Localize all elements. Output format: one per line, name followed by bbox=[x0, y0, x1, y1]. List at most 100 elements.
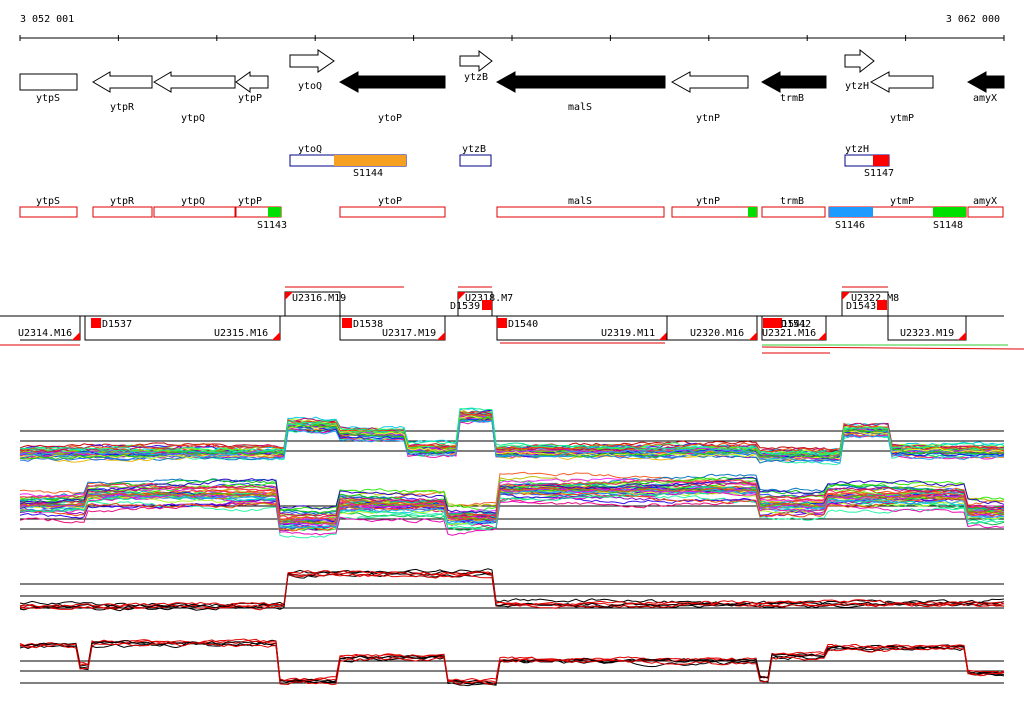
feature-ytpS[interactable]: ytpS bbox=[19, 196, 78, 218]
feature-box bbox=[19, 206, 78, 218]
gene-arrow bbox=[495, 71, 666, 93]
downshift-label: D1543 bbox=[846, 301, 876, 312]
downshift-label: D1540 bbox=[508, 319, 538, 330]
downshift-marker bbox=[877, 300, 887, 310]
gene-ytoQ[interactable]: ytoQ bbox=[289, 49, 335, 92]
feature-ytoP[interactable]: ytoP bbox=[339, 196, 446, 218]
feature-row-1: ytoQ S1144 ytzB ytzH S1147 bbox=[289, 144, 894, 179]
downshift-D1543[interactable]: D1543 bbox=[846, 300, 887, 312]
downshift-D1538[interactable]: D1538 bbox=[342, 318, 383, 330]
feature-ytpP[interactable]: ytpP S1143 bbox=[235, 196, 287, 231]
feature-ytpQ[interactable]: ytpQ bbox=[153, 196, 236, 218]
tu-U2315.M16[interactable]: U2315.M16 bbox=[84, 316, 281, 341]
tu-end-flag bbox=[659, 332, 667, 340]
gene-ytnP[interactable]: ytnP bbox=[670, 71, 749, 124]
feature-ytmP[interactable]: ytmP S1146 S1148 bbox=[828, 196, 967, 231]
expression-profile-line bbox=[20, 570, 1005, 610]
feature-amyX[interactable]: amyX bbox=[967, 196, 1004, 218]
gene-ytzB[interactable]: ytzB bbox=[459, 49, 493, 83]
gene-arrow bbox=[92, 71, 153, 93]
feature-ytnP[interactable]: ytnP bbox=[671, 196, 758, 218]
gene-track: ytpS ytpR ytpQ ytpP ytoQ ytoP ytzB malS bbox=[19, 48, 1005, 124]
feature-ytpR[interactable]: ytpR bbox=[92, 196, 153, 218]
downshift-D1540[interactable]: D1540 bbox=[497, 318, 538, 330]
segment-label: S1147 bbox=[864, 168, 894, 179]
feature-malS[interactable]: malS bbox=[496, 196, 665, 218]
downshift-D1537[interactable]: D1537 bbox=[91, 318, 132, 330]
expression-profile-line bbox=[19, 476, 1005, 514]
downshift-D1541[interactable]: D1541 bbox=[763, 318, 806, 330]
segment-s1146[interactable] bbox=[829, 207, 873, 217]
tu-U2321.M16[interactable]: U2321.M16 bbox=[761, 316, 827, 341]
expression-profile-line bbox=[19, 642, 1005, 686]
gene-ytoP[interactable]: ytoP bbox=[338, 71, 446, 124]
gene-label: ytoP bbox=[378, 113, 402, 124]
gene-amyX[interactable]: amyX bbox=[966, 71, 1005, 104]
tu-end-flag bbox=[437, 332, 445, 340]
gene-label: ytoQ bbox=[298, 81, 322, 92]
gene-arrow bbox=[289, 49, 335, 73]
gene-ytpQ[interactable]: ytpQ bbox=[153, 71, 236, 124]
segment-label: S1143 bbox=[257, 220, 287, 231]
feature-ytoQ[interactable]: ytoQ S1144 bbox=[289, 144, 407, 179]
gene-ytpR[interactable]: ytpR bbox=[92, 71, 153, 113]
gene-ytmP[interactable]: ytmP bbox=[869, 71, 934, 124]
gene-malS[interactable]: malS bbox=[495, 71, 666, 113]
feature-label: ytpS bbox=[36, 196, 60, 207]
expression-tracks bbox=[19, 407, 1005, 687]
gene-arrow bbox=[338, 71, 446, 93]
tu-label: U2317.M19 bbox=[382, 328, 436, 339]
tu-label: U2318.M7 bbox=[465, 293, 513, 304]
downshift-D1542[interactable]: D1542 bbox=[772, 318, 811, 330]
expression-profile-line bbox=[19, 488, 1005, 529]
gene-ytpS[interactable]: ytpS bbox=[19, 73, 78, 104]
downshift-label: D1538 bbox=[353, 319, 383, 330]
feature-ytzH[interactable]: ytzH S1147 bbox=[844, 144, 894, 179]
tu-start-flag bbox=[458, 292, 466, 300]
expression-profile-line bbox=[19, 569, 1005, 608]
gene-arrow bbox=[235, 71, 269, 93]
segment-s1144[interactable] bbox=[334, 155, 406, 166]
feature-trmB[interactable]: trmB bbox=[761, 196, 826, 218]
tu-start-flag bbox=[285, 292, 293, 300]
tu-U2317.M19[interactable]: U2317.M19 bbox=[339, 316, 446, 341]
tu-label: U2315.M16 bbox=[214, 328, 268, 339]
tu-bracket bbox=[841, 291, 889, 316]
gene-label: trmB bbox=[780, 93, 804, 104]
expression-profile-line bbox=[19, 488, 1005, 531]
tu-U2322.M8[interactable]: U2322.M8 bbox=[841, 291, 899, 316]
tu-U2323.M19[interactable]: U2323.M19 bbox=[887, 316, 967, 341]
segment-label: S1146 bbox=[835, 220, 865, 231]
expression-profile-line bbox=[19, 419, 1005, 464]
feature-label: trmB bbox=[780, 196, 804, 207]
feature-ytzB[interactable]: ytzB bbox=[459, 144, 492, 167]
tu-bracket bbox=[84, 316, 281, 341]
gene-ytpP[interactable]: ytpP bbox=[235, 71, 269, 104]
feature-label: ytzB bbox=[462, 144, 486, 155]
ruler-end-label: 3 062 000 bbox=[946, 14, 1000, 25]
gene-label: amyX bbox=[973, 93, 997, 104]
gene-arrow bbox=[844, 48, 875, 74]
tu-U2316.M19[interactable]: U2316.M19 bbox=[284, 291, 346, 316]
tu-U2320.M16[interactable]: U2320.M16 bbox=[666, 316, 758, 341]
gene-arrow bbox=[459, 49, 493, 73]
expression-profile-line bbox=[19, 568, 1005, 609]
tu-end-flag bbox=[72, 332, 80, 340]
transcription-unit-track: U2314.M16 U2315.M16 U2316.M19 U2317.M19 … bbox=[0, 286, 1024, 354]
segment-s1148[interactable] bbox=[933, 207, 966, 217]
tu-U2314.M16[interactable]: U2314.M16 bbox=[18, 316, 81, 341]
expression-profile-line bbox=[19, 569, 1005, 609]
downshift-marker bbox=[772, 318, 782, 328]
downshift-D1539[interactable]: D1539 bbox=[450, 300, 492, 312]
gene-ytzH[interactable]: ytzH bbox=[844, 48, 875, 92]
segment-s1143[interactable] bbox=[268, 207, 281, 217]
expression-profile-line bbox=[19, 479, 1005, 522]
segment-s1147[interactable] bbox=[873, 155, 889, 166]
feature-label: ytmP bbox=[890, 196, 914, 207]
gene-label: ytpP bbox=[238, 93, 262, 104]
gene-trmB[interactable]: trmB bbox=[760, 71, 827, 104]
downshift-marker bbox=[497, 318, 507, 328]
feature-label: malS bbox=[568, 196, 592, 207]
gene-label: malS bbox=[568, 102, 592, 113]
segment-label: S1144 bbox=[353, 168, 383, 179]
